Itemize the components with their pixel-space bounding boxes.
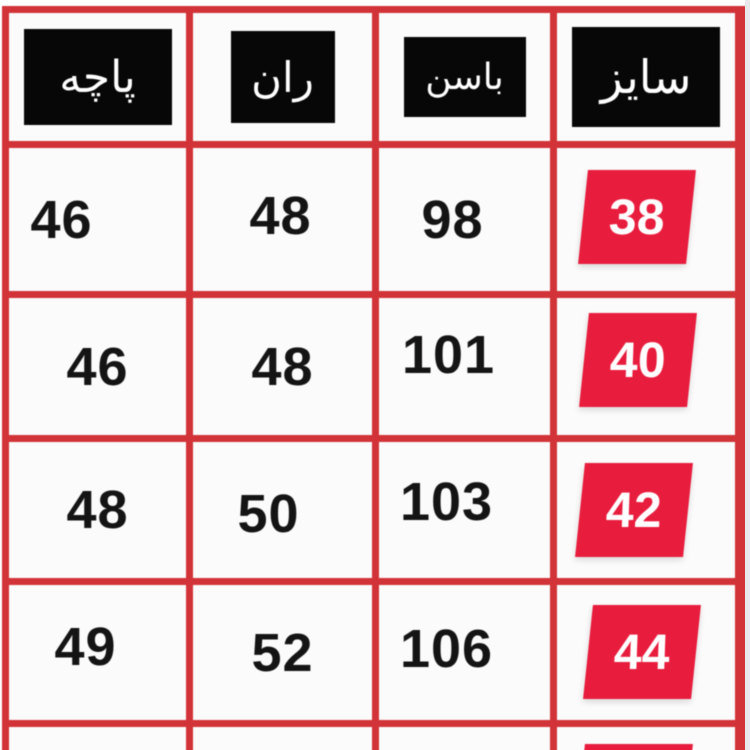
table-cell-cuff: 49 bbox=[9, 585, 186, 720]
size-badge-value: 42 bbox=[605, 482, 663, 538]
table-cell-hip: 101 bbox=[379, 298, 550, 435]
cuff-value: 48 bbox=[66, 480, 129, 540]
thigh-value: 52 bbox=[251, 622, 314, 683]
photo-edge-strip bbox=[745, 0, 750, 750]
hip-value: 103 bbox=[399, 472, 494, 532]
size-badge-partial bbox=[575, 744, 693, 750]
hip-value: 98 bbox=[421, 189, 484, 250]
header-cell-cuff: پاچه bbox=[9, 13, 186, 141]
header-cell-hip: باسن bbox=[379, 13, 550, 141]
size-chart-table: سایز باسن ران پاچه 38 98 48 bbox=[2, 6, 748, 750]
thigh-value: 48 bbox=[249, 185, 312, 246]
table-cell-hip: 103 bbox=[379, 442, 550, 578]
header-label-cuff: پاچه bbox=[59, 51, 136, 103]
header-box-size: سایز bbox=[572, 27, 720, 127]
header-label-hip: باسن bbox=[425, 56, 504, 98]
header-box-thigh: ران bbox=[230, 31, 335, 123]
header-box-cuff: پاچه bbox=[23, 29, 172, 125]
size-badge: 42 bbox=[575, 463, 693, 557]
size-badge-value: 44 bbox=[613, 623, 671, 680]
header-cell-thigh: ران bbox=[193, 13, 372, 141]
table-cell-cuff-partial bbox=[9, 727, 186, 750]
header-label-thigh: ران bbox=[251, 52, 314, 102]
cuff-value: 49 bbox=[54, 616, 117, 677]
size-badge-value: 38 bbox=[608, 188, 666, 245]
table-cell-size: 44 bbox=[557, 585, 735, 720]
cuff-value: 46 bbox=[30, 189, 93, 250]
table-cell-thigh: 50 bbox=[193, 442, 372, 578]
table-cell-cuff: 46 bbox=[9, 298, 186, 435]
thigh-value: 50 bbox=[237, 484, 300, 544]
size-badge: 44 bbox=[583, 604, 701, 699]
hip-value: 101 bbox=[401, 324, 496, 385]
table-cell-thigh: 48 bbox=[193, 148, 372, 291]
table-cell-size: 40 bbox=[557, 298, 735, 435]
table-cell-thigh: 52 bbox=[193, 585, 372, 720]
table-cell-thigh: 48 bbox=[193, 298, 372, 435]
table-cell-hip: 106 bbox=[379, 585, 550, 720]
header-box-hip: باسن bbox=[403, 37, 526, 117]
table-cell-hip-partial bbox=[379, 727, 550, 750]
table-cell-size-partial bbox=[557, 727, 735, 750]
table-cell-cuff: 48 bbox=[9, 442, 186, 578]
table-cell-size: 38 bbox=[557, 148, 735, 291]
size-badge: 38 bbox=[578, 169, 696, 264]
hip-value: 106 bbox=[399, 618, 494, 679]
table-cell-cuff: 46 bbox=[9, 148, 186, 291]
thigh-value: 48 bbox=[251, 336, 314, 397]
table-cell-size: 42 bbox=[557, 442, 735, 578]
header-cell-size: سایز bbox=[557, 13, 735, 141]
table-cell-hip: 98 bbox=[379, 148, 550, 291]
size-badge: 40 bbox=[579, 312, 697, 407]
header-label-size: سایز bbox=[600, 50, 692, 104]
cuff-value: 46 bbox=[66, 336, 129, 397]
size-badge-value: 40 bbox=[609, 331, 667, 388]
table-cell-thigh-partial bbox=[193, 727, 372, 750]
